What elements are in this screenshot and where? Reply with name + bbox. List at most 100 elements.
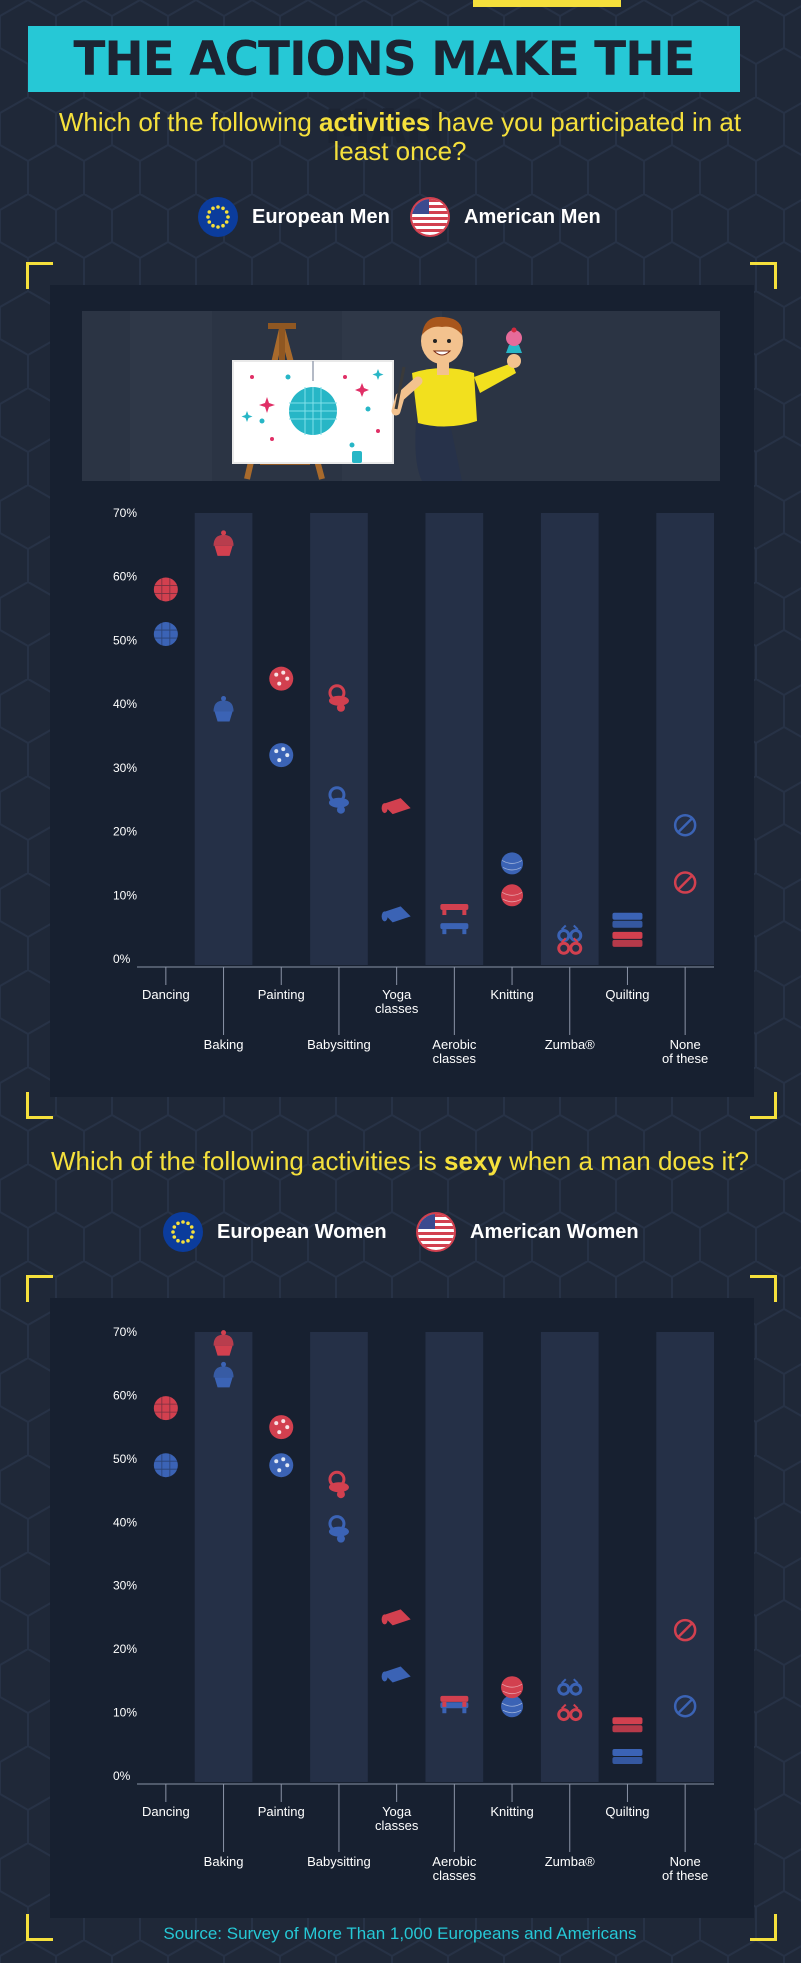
source-note: Source: Survey of More Than 1,000 Europe…: [163, 1924, 637, 1943]
eu-flag-icon: [163, 1212, 203, 1252]
corner-bracket: [26, 1914, 53, 1941]
x-tick-label: Painting: [258, 987, 305, 1002]
us-point-disco-ball-icon: [153, 577, 178, 602]
y-tick-label: 60%: [113, 1388, 137, 1402]
y-tick-label: 20%: [113, 825, 137, 839]
legend-1-eu: European Men: [198, 195, 390, 239]
cupcake-icon: [506, 327, 522, 353]
x-tick-label: Yoga classes: [375, 987, 419, 1016]
y-tick-label: 30%: [113, 1579, 137, 1593]
y-tick-label: 60%: [113, 570, 137, 584]
eu-point-yarn-ball-icon: [501, 852, 524, 875]
x-tick-label: Yoga classes: [375, 1804, 419, 1833]
us-point-yoga-mat-icon: [381, 1609, 411, 1626]
x-tick-label: Babysitting: [307, 1854, 371, 1869]
us-point-yoga-mat-icon: [381, 798, 411, 815]
legend-1-us-label: American Men: [464, 205, 601, 228]
eu-point-palette-icon: [269, 1453, 294, 1478]
us-point-yarn-ball-icon: [501, 884, 524, 907]
eu-point-palette-icon: [269, 743, 294, 768]
eu-point-quilt-stack-icon: [612, 1748, 643, 1764]
question-2: Which of the following activities is sex…: [20, 1146, 780, 1177]
legend-2-us: American Women: [416, 1210, 639, 1254]
eu-point-yoga-mat-icon: [381, 906, 411, 923]
eu-point-step-platform-icon: [440, 923, 469, 935]
eu-point-disco-ball-icon: [153, 1453, 178, 1478]
column-stripe: [656, 1332, 714, 1782]
eu-flag-icon: [198, 197, 238, 237]
column-stripe: [540, 513, 599, 965]
x-tick-label: None of these: [662, 1854, 708, 1883]
y-tick-label: 30%: [113, 761, 137, 775]
us-point-glasses-icon: [557, 1703, 583, 1722]
corner-bracket: [750, 1092, 777, 1119]
us-point-none-icon: [673, 871, 697, 894]
y-tick-label: 0%: [113, 952, 131, 966]
column-stripe: [425, 513, 484, 965]
column-stripe: [425, 1332, 484, 1782]
us-point-none-icon: [673, 1618, 697, 1642]
us-flag-icon: [416, 1212, 456, 1252]
corner-bracket: [26, 262, 53, 289]
eu-point-cupcake-icon: [213, 696, 234, 722]
man-figure: [391, 316, 522, 481]
y-tick-label: 20%: [113, 1642, 137, 1656]
x-tick-label: Dancing: [142, 987, 190, 1002]
x-tick-label: Baking: [204, 1854, 244, 1869]
eu-point-quilt-stack-icon: [612, 912, 643, 928]
x-tick-label: Baking: [204, 1037, 244, 1052]
x-tick-label: Aerobic classes: [432, 1037, 477, 1066]
question-1-post: have you participated in at least once?: [333, 107, 742, 166]
question-1: Which of the following activities have y…: [30, 108, 770, 166]
top-accent-bar: [473, 0, 621, 7]
x-tick-label: Quilting: [605, 1804, 649, 1819]
us-point-cupcake-icon: [213, 530, 234, 556]
column-stripe: [310, 513, 368, 965]
corner-bracket: [26, 1092, 53, 1119]
legend-2-eu-label: European Women: [217, 1220, 387, 1243]
question-1-emphasis: activities: [319, 107, 431, 137]
corner-bracket: [26, 1275, 53, 1302]
question-2-pre: Which of the following activities is: [50, 1146, 445, 1176]
y-tick-label: 40%: [113, 697, 137, 711]
us-point-palette-icon: [269, 1415, 294, 1440]
corner-bracket: [750, 262, 777, 289]
legend-1-eu-label: European Men: [252, 205, 390, 228]
eu-point-disco-ball-icon: [153, 622, 178, 647]
x-tick-label: Dancing: [142, 1804, 190, 1819]
us-point-disco-ball-icon: [153, 1396, 178, 1421]
question-2-emphasis: sexy: [444, 1146, 502, 1176]
us-point-cupcake-icon: [213, 1330, 234, 1356]
legend-1-us: American Men: [410, 195, 601, 239]
eu-point-yoga-mat-icon: [381, 1666, 411, 1683]
column-stripe: [194, 1332, 253, 1782]
y-tick-label: 10%: [113, 888, 137, 902]
y-tick-label: 70%: [113, 1325, 137, 1339]
us-point-quilt-stack-icon: [612, 931, 643, 947]
y-tick-label: 70%: [113, 506, 137, 520]
column-stripe: [540, 1332, 599, 1782]
us-flag-icon: [410, 197, 450, 237]
eu-point-glasses-icon: [557, 1678, 583, 1696]
title-banner: [28, 26, 740, 92]
us-point-step-platform-icon: [440, 904, 469, 916]
x-tick-label: Quilting: [605, 987, 649, 1002]
y-tick-label: 50%: [113, 1452, 137, 1466]
us-point-glasses-icon: [557, 937, 583, 955]
legend-2-us-label: American Women: [470, 1220, 639, 1243]
us-point-pacifier-icon: [328, 1470, 349, 1499]
column-stripe: [194, 513, 253, 965]
x-tick-label: Babysitting: [307, 1037, 371, 1052]
us-point-yarn-ball-icon: [501, 1676, 524, 1699]
question-1-pre: Which of the following: [58, 107, 320, 137]
painter-illustration: [82, 311, 720, 481]
x-tick-label: Painting: [258, 1804, 305, 1819]
x-tick-label: Knitting: [490, 1804, 533, 1819]
corner-bracket: [750, 1914, 777, 1941]
us-point-pacifier-icon: [328, 684, 349, 712]
x-tick-label: Zumba®: [545, 1854, 595, 1869]
y-tick-label: 10%: [113, 1706, 137, 1720]
x-tick-label: None of these: [662, 1037, 708, 1066]
